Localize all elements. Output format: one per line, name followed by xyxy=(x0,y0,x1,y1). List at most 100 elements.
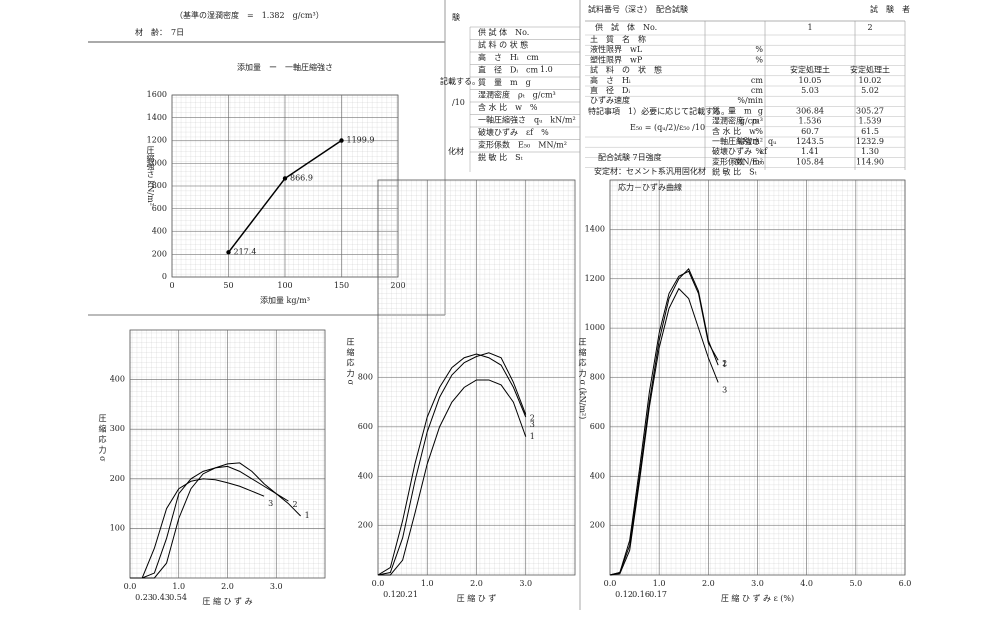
table-header: 2 xyxy=(867,23,872,32)
y-tick-label: 1000 xyxy=(147,158,167,167)
x-tick-label: 1.0 xyxy=(653,579,666,588)
y-tick-label: 600 xyxy=(152,204,167,213)
x-tick-label: 3.0 xyxy=(270,582,283,591)
row-value: 60.7 xyxy=(801,127,819,136)
y-tick-label: 800 xyxy=(152,181,167,190)
y-tick-label: 1000 xyxy=(585,323,605,332)
row-value: 114.90 xyxy=(856,157,884,166)
age: 材 齢： 7日 xyxy=(135,27,184,37)
row-label: 土 質 名 称 xyxy=(590,34,646,44)
x-tick-label: 5.0 xyxy=(849,579,862,588)
row-label: 一軸圧縮強さ qᵤ kN/m² xyxy=(478,115,576,125)
row-label: 変形係数 E₅₀ MN/m² xyxy=(478,140,567,150)
data-point xyxy=(226,250,231,255)
row-label: 高 さ Hᵢ xyxy=(590,75,631,85)
row-value: 305.27 xyxy=(856,106,884,115)
x-tick-label: 0 xyxy=(169,281,174,290)
row-unit: % xyxy=(755,147,763,156)
data-label: 866.9 xyxy=(290,173,313,182)
row-label: 高 さ Hᵢ cm xyxy=(478,52,539,62)
row-label: 試 料 の 状 態 xyxy=(478,40,528,50)
x-tick-label: 6.0 xyxy=(899,579,912,588)
density-note: （基準の湿潤密度 = 1.382 g/cm³） xyxy=(175,10,324,20)
start-strain: 0.17 xyxy=(649,590,667,599)
y-tick-label: 0 xyxy=(162,272,167,281)
tester: 試 験 者 xyxy=(870,4,910,14)
row-unit: kN/m² xyxy=(738,137,763,146)
series-label: 2 xyxy=(722,359,727,368)
x-axis-label: 圧 縮 ひ ず み ε (%) xyxy=(721,593,794,603)
row-label: 含 水 比 w xyxy=(712,126,756,136)
x-tick-label: 1.0 xyxy=(421,579,434,588)
start-strain: 0.16 xyxy=(632,590,650,599)
y-axis-label: 圧 縮 応 力 σ xyxy=(98,414,107,462)
y-tick-label: 400 xyxy=(358,471,373,480)
fragment: 記載する。 xyxy=(440,76,480,86)
row-label: 一軸圧縮強さ qᵤ xyxy=(712,136,777,146)
y-tick-label: 300 xyxy=(110,424,125,433)
row-unit: MN/m² xyxy=(734,157,763,166)
start-strain: 0.23 xyxy=(135,593,153,602)
row-value: 5.03 xyxy=(801,86,819,95)
data-point xyxy=(339,138,344,143)
y-tick-label: 1200 xyxy=(585,274,605,283)
y-tick-label: 100 xyxy=(110,523,125,532)
row-value: 1.41 xyxy=(801,147,819,156)
chart-title: 応力－ひずみ曲線 xyxy=(618,182,682,192)
row-label: 質 量 m g xyxy=(478,77,531,87)
series-label: 2 xyxy=(530,414,535,423)
x-tick-label: 3.0 xyxy=(519,579,532,588)
row-label: 湿潤密度 ρₜ g/cm³ xyxy=(478,90,556,100)
y-tick-label: 400 xyxy=(590,471,605,480)
stress-curve xyxy=(377,353,527,576)
start-strain: 0.43 xyxy=(152,593,170,602)
start-strain: 0.54 xyxy=(169,593,187,602)
row-label: 液性限界 wL xyxy=(590,44,643,54)
fragment: 化材 xyxy=(448,146,464,156)
x-tick-label: 2.0 xyxy=(702,579,715,588)
row-value: 10.05 xyxy=(799,76,822,85)
y-tick-label: 800 xyxy=(590,373,605,382)
table-header: 供 試 体 No. xyxy=(595,22,657,32)
chart-title: 添加量 ー 一軸圧縮強さ xyxy=(237,62,333,72)
row-unit: g xyxy=(758,106,763,115)
row-label: 質 量 m xyxy=(712,105,752,115)
x-tick-label: 100 xyxy=(277,281,292,290)
y-tick-label: 200 xyxy=(152,249,167,258)
start-strain: 0.12 xyxy=(615,590,633,599)
row-label: 直 径 Dᵢ cm xyxy=(478,65,539,75)
series-label: 1 xyxy=(722,360,727,369)
series-label: 3 xyxy=(530,420,535,429)
series-label: 1 xyxy=(305,511,310,520)
row-value: 1.539 xyxy=(859,117,882,126)
y-tick-label: 400 xyxy=(110,375,125,384)
x-axis-label: 圧 縮 ひ ず xyxy=(457,593,497,603)
x-tick-label: 0.0 xyxy=(124,582,137,591)
table-header: 1 xyxy=(807,23,812,32)
row-value: 61.5 xyxy=(861,127,879,136)
y-tick-label: 600 xyxy=(590,422,605,431)
row-unit: % xyxy=(755,55,763,64)
data-point xyxy=(282,176,288,181)
note: 特記事項 1）必要に応じて記載する。 xyxy=(588,106,729,116)
row-value: 1243.5 xyxy=(796,137,824,146)
speed-value: 1.0 xyxy=(540,65,553,74)
row-label: 変形係数 E₅₀ xyxy=(712,156,764,166)
row-value: 105.84 xyxy=(796,157,824,166)
row-label: 鋭 敏 比 Sₜ xyxy=(712,167,757,177)
x-tick-label: 50 xyxy=(223,281,233,290)
x-tick-label: 0.0 xyxy=(604,579,617,588)
start-strain: 0.21 xyxy=(400,590,418,599)
row-value: 1.536 xyxy=(799,117,822,126)
row-label: 試 料 の 状 態 xyxy=(590,65,662,75)
fragment: /10 xyxy=(452,98,465,107)
stabilizer: 安定材：セメント系汎用固化材 xyxy=(594,166,706,176)
stress-curve xyxy=(130,465,289,579)
y-tick-label: 1400 xyxy=(585,224,605,233)
y-tick-label: 1200 xyxy=(147,136,167,145)
row-unit: cm xyxy=(751,76,763,85)
row-label: 破壊ひずみ εf % xyxy=(478,127,549,137)
stress-curve xyxy=(609,270,719,576)
y-tick-label: 400 xyxy=(152,227,167,236)
row-label: 供 試 体 No. xyxy=(478,27,529,37)
